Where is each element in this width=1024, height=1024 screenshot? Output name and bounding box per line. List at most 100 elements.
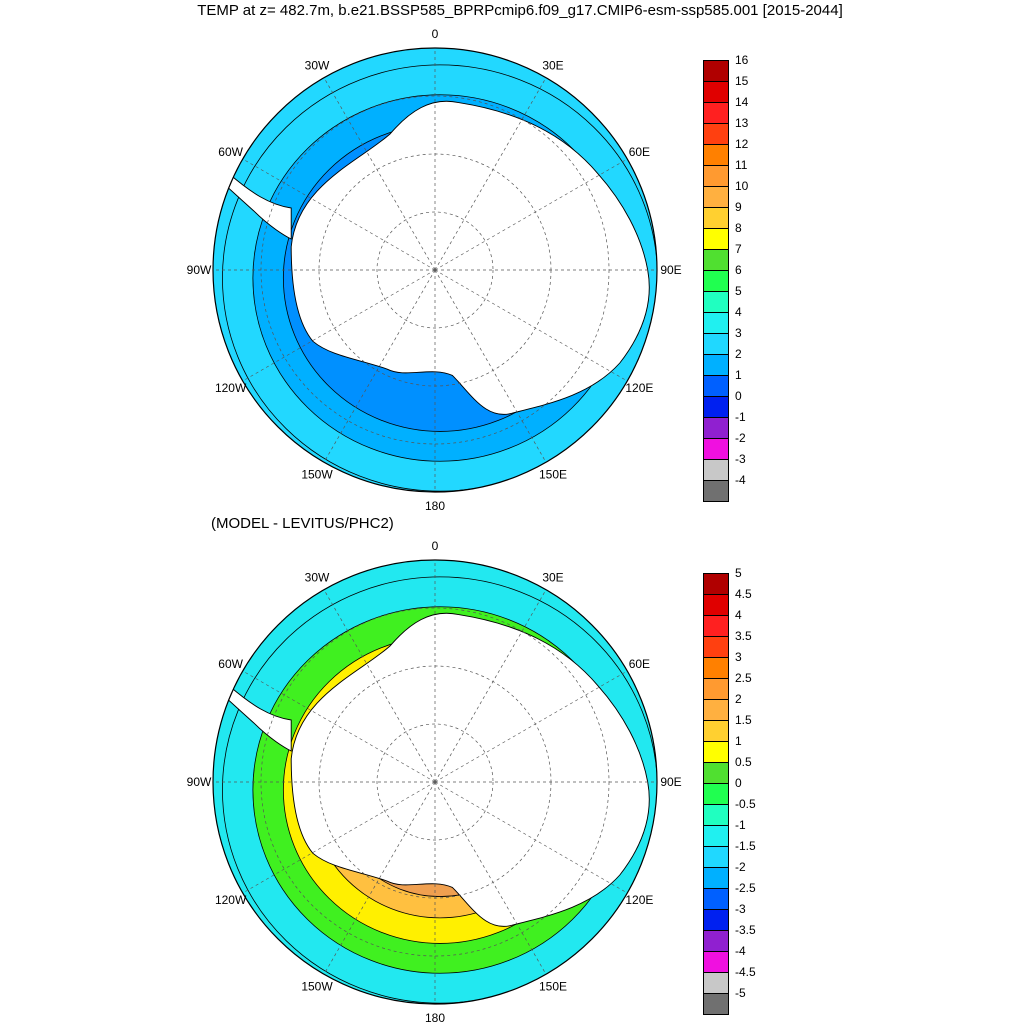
longitude-label: 150W	[301, 467, 333, 481]
colorbar-label: 2	[735, 692, 742, 706]
longitude-label: 60W	[218, 657, 243, 671]
longitude-label: 150E	[539, 979, 567, 993]
longitude-label: 0	[432, 539, 439, 553]
colorbar-swatch	[703, 762, 729, 784]
meridian-gridline	[434, 269, 628, 382]
longitude-label: 60E	[629, 657, 650, 671]
colorbar-label: 15	[735, 74, 749, 88]
colorbar-swatch	[703, 375, 729, 397]
meridian-gridline	[323, 269, 436, 463]
meridian-gridline	[434, 269, 547, 463]
colorbar-swatch	[703, 333, 729, 355]
colorbar-label: 3.5	[735, 629, 752, 643]
colorbar-swatch	[703, 480, 729, 502]
colorbar-swatch	[703, 270, 729, 292]
latitude-gridline	[376, 723, 494, 841]
colorbar-label: 4	[735, 608, 742, 622]
longitude-label: 90W	[187, 775, 212, 789]
colorbar-swatch	[703, 291, 729, 313]
colorbar-swatch	[703, 804, 729, 826]
colorbar-label: 11	[735, 158, 748, 172]
colorbar-label: -4	[735, 944, 746, 958]
colorbar-swatch	[703, 972, 729, 994]
colorbar-swatch	[703, 615, 729, 637]
colorbar-swatch	[703, 594, 729, 616]
longitude-label: 120W	[215, 893, 247, 907]
colorbar-label: -3.5	[735, 923, 756, 937]
colorbar-label: 1	[735, 368, 742, 382]
colorbar-swatch	[703, 60, 729, 82]
colorbar-swatch	[703, 867, 729, 889]
longitude-label: 150E	[539, 467, 567, 481]
colorbar-swatch	[703, 354, 729, 376]
colorbar-swatch	[703, 438, 729, 460]
colorbar-swatch	[703, 123, 729, 145]
meridian-gridline	[242, 158, 436, 271]
colorbar-swatch	[703, 888, 729, 910]
colorbar-label: 5	[735, 566, 742, 580]
colorbar-swatch	[703, 228, 729, 250]
latitude-gridline	[376, 211, 494, 329]
longitude-label: 120E	[625, 893, 653, 907]
colorbar-label: -1.5	[735, 839, 756, 853]
colorbar-swatch	[703, 825, 729, 847]
colorbar-swatch	[703, 930, 729, 952]
longitude-label: 90W	[187, 263, 212, 277]
colorbar-label: -0.5	[735, 797, 756, 811]
antarctica-land	[290, 100, 650, 415]
colorbar-label: 10	[735, 179, 749, 193]
colorbar-label: 0	[735, 389, 742, 403]
longitude-label: 60E	[629, 145, 650, 159]
colorbar-swatch	[703, 993, 729, 1015]
difference-subtitle: (MODEL - LEVITUS/PHC2)	[211, 515, 394, 532]
colorbar-label: 2.5	[735, 671, 752, 685]
antarctica-land	[290, 612, 650, 927]
colorbar-swatch	[703, 720, 729, 742]
colorbar-label: -3	[735, 452, 746, 466]
colorbar-label: -2	[735, 860, 746, 874]
meridian-gridline	[323, 781, 436, 975]
colorbar-label: 6	[735, 263, 742, 277]
colorbar-label: 0.5	[735, 755, 752, 769]
colorbar-swatch	[703, 144, 729, 166]
colorbar-label: 4	[735, 305, 742, 319]
colorbar-swatch	[703, 678, 729, 700]
longitude-label: 0	[432, 27, 439, 41]
colorbar-swatch	[703, 207, 729, 229]
colorbar-swatch	[703, 417, 729, 439]
map-border	[212, 559, 658, 1005]
longitude-label: 30W	[305, 59, 330, 73]
colorbar-label: -1	[735, 410, 746, 424]
longitude-label: 150W	[301, 979, 333, 993]
colorbar-swatch	[703, 459, 729, 481]
colorbar-label: 1.5	[735, 713, 752, 727]
meridian-gridline	[323, 77, 436, 271]
colorbar-label: 3	[735, 650, 742, 664]
colorbar-swatch	[703, 699, 729, 721]
colorbar-swatch	[703, 81, 729, 103]
colorbar-label: 0	[735, 776, 742, 790]
colorbar-swatch	[703, 741, 729, 763]
plot-title: TEMP at z= 482.7m, b.e21.BSSP585_BPRPcmi…	[197, 2, 843, 19]
colorbar-swatch	[703, 783, 729, 805]
colorbar-label: 14	[735, 95, 749, 109]
colorbar-swatch	[703, 312, 729, 334]
colorbar-swatch	[703, 909, 729, 931]
colorbar-label: 12	[735, 137, 749, 151]
meridian-gridline	[242, 670, 436, 783]
colorbar-swatch	[703, 249, 729, 271]
longitude-label: 30E	[542, 59, 563, 73]
colorbar-label: 13	[735, 116, 749, 130]
colorbar-swatch	[703, 846, 729, 868]
colorbar-label: -2	[735, 431, 746, 445]
longitude-label: 120W	[215, 381, 247, 395]
meridian-gridline	[434, 781, 547, 975]
longitude-label: 60W	[218, 145, 243, 159]
longitude-label: 180	[425, 499, 445, 512]
antarctic-peninsula-land	[213, 135, 292, 240]
colorbar-swatch	[703, 657, 729, 679]
meridian-gridline	[434, 158, 628, 271]
colorbar-label: 16	[735, 53, 749, 67]
colorbar-label: 5	[735, 284, 742, 298]
colorbar-swatch	[703, 951, 729, 973]
